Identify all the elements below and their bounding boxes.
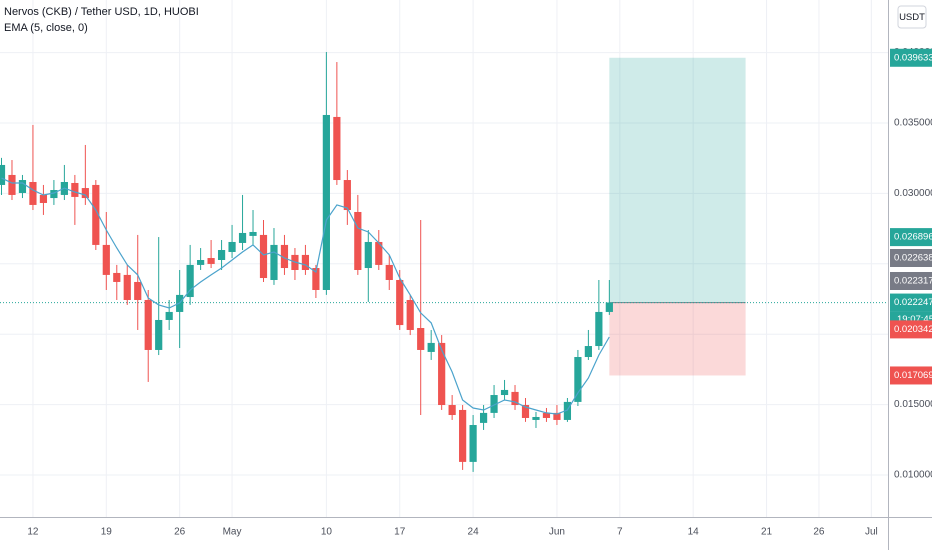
candle-body — [228, 241, 236, 252]
candle-body — [134, 281, 142, 300]
x-tick-label: 17 — [394, 527, 406, 538]
x-tick-label: 10 — [321, 527, 333, 538]
price-tag — [890, 293, 932, 312]
price-tag-label: 0.039633 — [894, 52, 932, 63]
loss-zone — [609, 302, 746, 376]
candle-body — [469, 425, 477, 462]
candle-body — [385, 264, 393, 280]
candle-body — [553, 412, 561, 420]
price-tag — [890, 272, 932, 290]
candle-body — [280, 244, 289, 269]
candle-body — [102, 244, 110, 275]
candle-body — [396, 279, 404, 326]
candle-body — [0, 164, 6, 185]
candle-body — [521, 405, 530, 418]
candle-body — [417, 328, 425, 350]
profit-zone — [609, 57, 746, 303]
y-tick-label: 0.015000 — [894, 399, 932, 410]
x-tick-label: 26 — [813, 527, 825, 538]
candle-body — [364, 241, 372, 269]
chart-title: Nervos (CKB) / Tether USD, 1D, HUOBI — [4, 6, 199, 18]
price-tag — [890, 320, 932, 339]
x-tick-label: 7 — [617, 527, 623, 538]
price-tag-label: 0.022247 — [894, 297, 932, 308]
candle-body — [155, 319, 163, 350]
candle-body — [542, 412, 551, 418]
candle-body — [207, 258, 215, 264]
currency-button[interactable] — [897, 5, 927, 29]
x-tick-label: 24 — [468, 527, 480, 538]
candle-body — [270, 244, 278, 280]
candle-body — [238, 232, 247, 243]
candle-body — [39, 194, 48, 203]
candle-body — [595, 311, 603, 347]
candle-body — [448, 405, 456, 416]
candle-body — [500, 389, 509, 396]
x-tick-label: 12 — [27, 527, 39, 538]
candle-body — [18, 180, 27, 193]
indicator-legend: EMA (5, close, 0) — [4, 22, 88, 34]
x-tick-label: Jul — [865, 527, 878, 538]
x-tick-label: 26 — [174, 527, 186, 538]
candle-body — [50, 190, 58, 199]
candle-body — [375, 241, 383, 265]
candle-body — [343, 180, 351, 211]
candle-body — [301, 254, 310, 270]
candle-body — [584, 346, 592, 358]
price-tag — [890, 249, 932, 267]
candle-body — [490, 395, 498, 413]
countdown-label: 19:07:45 — [897, 314, 932, 325]
candle-body — [354, 211, 362, 270]
y-tick-label: 0.010000 — [894, 470, 932, 481]
candle-body — [511, 391, 519, 406]
candle-body — [92, 184, 100, 245]
candle-body — [249, 231, 257, 236]
price-tag-label: 0.022638 — [894, 253, 932, 264]
candle-body — [312, 268, 320, 290]
candle-body — [427, 342, 435, 352]
candle-body — [217, 250, 226, 260]
price-tag — [890, 366, 932, 385]
candle-body — [29, 181, 37, 205]
price-tag-label: 0.017069 — [894, 370, 932, 381]
price-tag-label: 0.020342 — [894, 324, 932, 335]
candle-body — [574, 357, 582, 402]
candle-body — [605, 302, 613, 312]
candle-body — [479, 412, 488, 423]
price-tag — [890, 48, 932, 67]
x-tick-label: May — [223, 527, 242, 538]
candle-body — [81, 188, 89, 199]
candle-body — [165, 311, 173, 320]
candle-body — [322, 114, 330, 290]
x-tick-label: Jun — [549, 527, 565, 538]
x-tick-label: 21 — [761, 527, 773, 538]
candle-body — [113, 272, 121, 282]
candle-body — [459, 409, 467, 462]
x-tick-label: 19 — [101, 527, 113, 538]
candle-body — [438, 342, 446, 406]
y-tick-label: 0.035000 — [894, 118, 932, 129]
candle-body — [197, 259, 205, 265]
y-tick-label: 0.030000 — [894, 188, 932, 199]
price-tag-label: 0.026896 — [894, 232, 932, 243]
candle-body — [406, 299, 414, 330]
currency-label[interactable]: USDT — [899, 12, 925, 23]
candle-body — [333, 116, 341, 181]
candle-body — [144, 299, 152, 350]
candle-body — [532, 416, 540, 420]
candle-body — [123, 274, 131, 300]
x-tick-label: 14 — [688, 527, 700, 538]
ema-line — [1, 177, 610, 415]
candle-body — [71, 182, 79, 197]
candle-body — [259, 234, 268, 279]
candle-body — [563, 401, 572, 420]
price-tag-label: 0.022317 — [894, 276, 932, 287]
price-tag — [890, 228, 932, 247]
candle-body — [8, 174, 16, 195]
candle-body — [186, 264, 194, 298]
